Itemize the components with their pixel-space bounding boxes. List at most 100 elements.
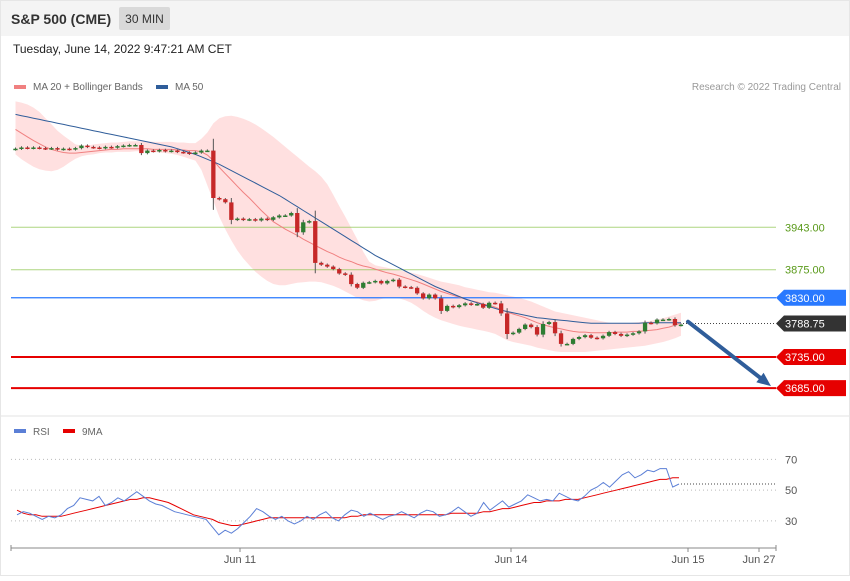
candle-bear [451, 305, 456, 308]
legend-label-ma20: MA 20 + Bollinger Bands [33, 82, 143, 93]
candle-bear [648, 322, 654, 325]
x-tick-label: Jun 27 [742, 554, 775, 566]
datetime-label: Tuesday, June 14, 2022 9:47:21 AM CET [13, 42, 232, 56]
level-label-3830.00: 3830.00 [785, 293, 825, 305]
x-tick-label: Jun 14 [494, 554, 527, 566]
candle-bull [361, 282, 366, 288]
interval-badge[interactable] [119, 7, 170, 30]
candle-bull [157, 150, 162, 152]
candle-bear [211, 150, 216, 198]
candle-bear [325, 264, 330, 267]
forecast-arrow [686, 319, 771, 387]
candle-bear [552, 322, 558, 334]
candle-bear [409, 287, 414, 289]
current-price-tag [776, 315, 846, 332]
rsi-9ma-line [16, 477, 679, 526]
candle-bull [367, 282, 372, 284]
candle-bull [540, 324, 546, 335]
candle-bear [397, 279, 402, 287]
candle-bull [103, 146, 108, 149]
level-tag-3685.00 [776, 380, 846, 397]
legend-swatch-9ma [63, 429, 75, 433]
candle-bull [654, 319, 660, 324]
level-label-3943.00: 3943.00 [785, 222, 825, 234]
candle-bull [61, 148, 66, 151]
candle-bull [660, 319, 666, 322]
legend-swatch-rsi [14, 429, 26, 433]
candle-bear [67, 148, 72, 151]
candle-bear [588, 335, 594, 338]
candle-bull [289, 213, 294, 216]
x-axis-ticks: Jun 11 Jun 14 Jun 15 Jun 27 [224, 548, 776, 566]
candle-bear [265, 218, 270, 221]
candle-bull [606, 332, 612, 336]
rsi-tick-50: 50 [785, 485, 797, 497]
legend-label-9ma: 9MA [82, 427, 103, 438]
candle-bear [481, 304, 486, 308]
candle-bull [49, 148, 54, 150]
candle-bull [145, 150, 150, 154]
candle-bull [517, 328, 522, 333]
candle-bull [636, 331, 642, 334]
candle-bear [499, 303, 504, 314]
candle-bull [624, 334, 630, 337]
ma20-line [15, 128, 682, 334]
rsi-gridlines: 70 50 30 [11, 454, 797, 528]
legend-label-rsi: RSI [33, 427, 50, 438]
candle-bull [600, 335, 606, 339]
candle-bull [13, 148, 18, 151]
ma50-line [15, 113, 681, 324]
candle-bull [199, 150, 204, 153]
candle-bear [55, 148, 60, 150]
legend-swatch-ma50 [156, 85, 168, 89]
candle-bear [433, 294, 438, 299]
candle-bear [223, 199, 228, 203]
moving-averages [15, 113, 682, 334]
candle-bull [475, 304, 480, 306]
candle-bear [163, 150, 168, 152]
candle-bull [630, 333, 636, 335]
candle-bull [666, 319, 672, 321]
candle-bear [253, 219, 258, 221]
candle-bear [217, 198, 222, 200]
candle-bull [127, 145, 132, 147]
rsi-tick-70: 70 [785, 454, 797, 466]
candle-bear [529, 324, 534, 328]
candle-bull [259, 218, 264, 221]
bollinger-band-area [15, 101, 681, 353]
candle-bear [97, 147, 102, 149]
candle-bull [73, 148, 78, 150]
candle-bull [582, 335, 588, 338]
candle-bull [564, 343, 570, 346]
candle-bull [642, 322, 648, 332]
candle-bull [385, 280, 390, 284]
bollinger-bands [15, 101, 681, 353]
candle-bear [337, 269, 342, 274]
candle-bear [139, 145, 144, 154]
candle-bull [205, 150, 210, 153]
candle-bull [487, 302, 492, 308]
level-label-3875.00: 3875.00 [785, 265, 825, 277]
candle-bull [247, 219, 252, 221]
candle-bull [271, 217, 276, 220]
candle-bear [558, 333, 564, 344]
level-label-3685.00: 3685.00 [785, 383, 825, 395]
candle-bear [295, 213, 300, 233]
candle-bear [415, 287, 420, 294]
candle-bull [391, 279, 396, 282]
candle-bull [121, 145, 126, 148]
forecast-arrow-head [756, 372, 771, 387]
candle-bull [31, 147, 36, 149]
candle-bull [301, 222, 306, 233]
candle-bear [672, 319, 678, 326]
candle-bear [85, 145, 90, 148]
candle-bear [313, 221, 318, 263]
level-tag-3830.00 [776, 289, 846, 306]
candle-bear [151, 150, 156, 153]
candle-bear [505, 313, 510, 334]
candle-bull [373, 280, 378, 283]
candle-bear [187, 152, 192, 154]
candle-bear [612, 332, 618, 334]
candle-bear [319, 262, 324, 265]
